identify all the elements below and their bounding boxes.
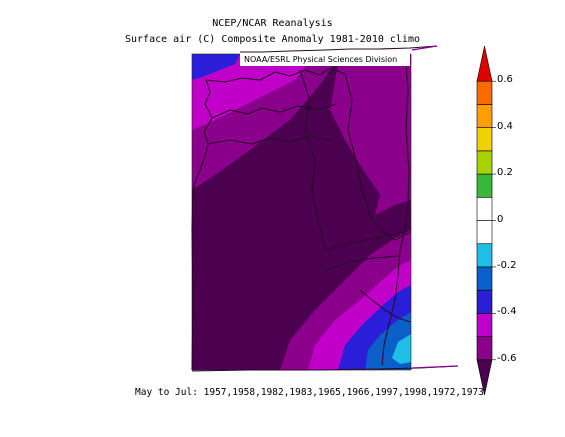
shade-lower-m02-m01 [392, 334, 411, 364]
edge-tick-bottom [411, 365, 459, 369]
edge-tick-top [411, 45, 438, 51]
shade-upper-m04-m03 [192, 54, 240, 80]
state-line-6 [325, 231, 405, 251]
state-line-5 [344, 73, 411, 241]
colorbar-bin [476, 266, 493, 291]
state-line-4 [299, 69, 327, 251]
colorbar-tick-label: -0.4 [497, 306, 517, 318]
state-line-1 [205, 67, 346, 83]
composite-years-footer: May to Jul: 1957,1958,1982,1983,1965,196… [135, 387, 484, 398]
shaded-field [192, 54, 411, 370]
colorbar-bin [476, 336, 493, 361]
state-line-8 [359, 289, 411, 323]
colorbar-tick-label: 0.6 [497, 74, 513, 86]
colorbar [476, 45, 496, 396]
edge-ticks [411, 45, 459, 369]
colorbar-tick-label: 0 [497, 213, 504, 225]
colorbar-bin [476, 289, 493, 314]
colorbar-bin [476, 173, 493, 198]
boundary-northern [240, 45, 438, 53]
colorbar-tick-label: -0.6 [497, 352, 517, 364]
colorbar-bin [476, 127, 493, 152]
colorbar-bin [476, 196, 493, 221]
figure-subtitle: Surface air (C) Composite Anomaly 1981-2… [124, 34, 420, 45]
figure-title: NCEP/NCAR Reanalysis [212, 18, 333, 29]
colorbar-tick-label: -0.2 [497, 259, 517, 271]
colorbar-bin [476, 220, 493, 245]
colorbar-bin [476, 243, 493, 268]
colorbar-bin [476, 150, 493, 175]
state-line-2 [211, 103, 337, 119]
colorbar-bin [476, 104, 493, 128]
state-line-3 [207, 135, 331, 145]
coastline-east [381, 53, 410, 366]
colorbar-tick-label: 0.2 [497, 167, 513, 179]
boundary-sw [191, 189, 194, 371]
shade-upper-m05-m04 [192, 54, 315, 130]
colorbar-bin [476, 80, 493, 105]
colorbar-tick-label: 0.4 [497, 120, 513, 132]
colorbar-bin [476, 45, 493, 82]
credit-label: NOAA/ESRL Physical Sciences Division [240, 53, 410, 66]
colorbar-bin [476, 313, 493, 337]
coastline-west [192, 79, 213, 191]
state-line-7 [325, 255, 399, 271]
